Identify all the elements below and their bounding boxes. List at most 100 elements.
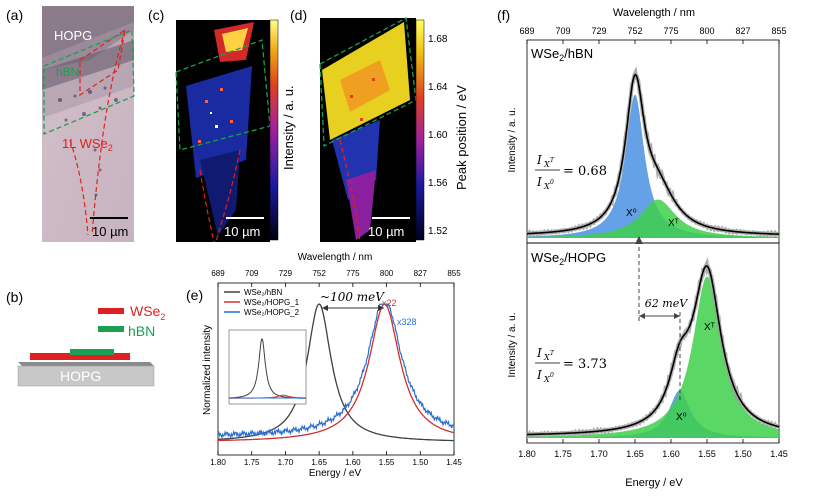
panel-label-c: (c)	[148, 7, 164, 23]
svg-text:X: X	[543, 160, 550, 169]
svg-text:I: I	[536, 175, 542, 189]
f-bottom-tick-label-6: 1.50	[734, 449, 752, 459]
f-bottom-tick-label-0: 1.80	[518, 449, 536, 459]
e-top-tick-label-1: 709	[245, 269, 259, 278]
svg-text:X: X	[543, 353, 550, 362]
d-tick-2: 1.60	[428, 130, 448, 141]
e-bottom-tick-label-2: 1.70	[278, 458, 294, 467]
svg-text:X: X	[543, 375, 550, 384]
f-top-tick-label-4: 775	[663, 26, 678, 36]
panel-d-colorbar-ticks: 1.68 1.64 1.60 1.56 1.52	[428, 34, 448, 237]
e-legend-2: WSe₂/HOPG_2	[244, 308, 300, 317]
f-bottom-title: WSe2/HOPG	[531, 250, 606, 267]
f-top-tick-label-5: 800	[699, 26, 714, 36]
e-series-2	[217, 303, 455, 440]
e-annotation: ~100 meV	[320, 290, 385, 304]
svg-text:T: T	[550, 157, 555, 164]
f-ylabel-top: Intensity / a. u.	[507, 107, 518, 172]
f-bottom-tick-label-5: 1.55	[698, 449, 716, 459]
f-top-tick-label-3: 752	[627, 26, 642, 36]
f-bottom-tick-label-2: 1.70	[590, 449, 608, 459]
f-bottom-curves	[526, 257, 781, 439]
f-top-tick-label-2: 729	[591, 26, 606, 36]
panel-label-f: (f)	[497, 7, 510, 23]
f-x0-top: X⁰	[626, 208, 637, 219]
panel-d-peak-map	[319, 16, 425, 243]
label-b-hopg: HOPG	[60, 368, 101, 384]
label-a-wse2: 1L WSe2	[62, 136, 113, 153]
f-ratio-bottom: = 3.73	[563, 357, 607, 372]
f-top-tick-label-6: 827	[735, 26, 750, 36]
svg-text:0: 0	[550, 179, 554, 186]
f-top-title: WSe2/hBN	[531, 46, 593, 63]
e-bottom-tick-label-0: 1.80	[210, 458, 226, 467]
e-curves	[217, 303, 455, 442]
e-legend: WSe₂/hBN WSe₂/HOPG_1 WSe₂/HOPG_2	[224, 288, 300, 317]
e-top-tick-label-0: 689	[211, 269, 225, 278]
f-top-tick-label-0: 689	[519, 26, 534, 36]
panel-label-e: (e)	[186, 287, 203, 303]
e-inset	[228, 329, 307, 405]
e-top-ticks: 689 709 729 752 775 800 827 855	[211, 269, 461, 287]
f-xlabel: Energy / eV	[625, 477, 683, 489]
e-bottom-tick-label-7: 1.45	[446, 458, 462, 467]
label-d-scalebar: 10 µm	[368, 224, 404, 239]
e-annotation-arrow	[322, 305, 384, 311]
f-bottom-frame	[526, 242, 780, 444]
e-top-axis-title: Wavelength / nm	[298, 252, 373, 263]
f-x0-bottom: X⁰	[676, 412, 687, 423]
f-top-comp-1	[527, 199, 779, 238]
f-top-curves	[526, 66, 781, 238]
label-c-colorbar: Intensity / a. u.	[281, 85, 296, 170]
panel-label-b: (b)	[6, 289, 23, 305]
d-tick-1: 1.64	[428, 82, 448, 93]
e-bottom-tick-label-6: 1.50	[412, 458, 428, 467]
e-bottom-tick-label-4: 1.60	[345, 458, 361, 467]
f-top-ticks: 689 709 729 752 775 800 827 855	[519, 26, 787, 44]
f-bottom-tick-label-7: 1.45	[770, 449, 788, 459]
e-top-tick-label-3: 752	[312, 269, 326, 278]
panel-b-schematic	[17, 308, 155, 387]
d-tick-4: 1.52	[428, 226, 448, 237]
e-legend-1: WSe₂/HOPG_1	[244, 298, 300, 307]
f-xt-top: Xᵀ	[668, 218, 680, 229]
f-top-fit	[527, 73, 779, 235]
e-legend-0: WSe₂/hBN	[244, 288, 282, 297]
e-bottom-tick-label-5: 1.55	[379, 458, 395, 467]
svg-text:T: T	[550, 350, 555, 357]
panel-c-intensity-map	[175, 19, 279, 243]
f-bottom-tick-label-1: 1.75	[554, 449, 572, 459]
e-xlabel: Energy / eV	[309, 468, 362, 479]
e-x22: x22	[382, 298, 397, 308]
e-top-tick-label-7: 855	[447, 269, 461, 278]
e-plot-frame	[217, 282, 455, 456]
label-d-colorbar: Peak position / eV	[454, 85, 469, 190]
e-ylabel: Normalized intensity	[202, 325, 213, 415]
f-ylabel-bottom: Intensity / a. u.	[507, 312, 518, 377]
f-shift-marker	[635, 236, 681, 400]
svg-text:I: I	[536, 153, 542, 167]
panel-label-a: (a)	[6, 7, 23, 23]
label-a-scalebar: 10 µm	[92, 224, 128, 239]
svg-text:I: I	[536, 368, 542, 382]
label-c-scalebar: 10 µm	[224, 224, 260, 239]
f-top-tick-label-1: 709	[555, 26, 570, 36]
svg-text:0: 0	[550, 372, 554, 379]
e-x328: x328	[397, 317, 417, 327]
panel-a-optical-image	[42, 6, 135, 242]
e-series-1	[218, 303, 455, 442]
f-xt-bottom: Xᵀ	[704, 322, 716, 333]
label-a-hbn: hBN	[56, 65, 79, 79]
e-top-tick-label-4: 775	[346, 269, 360, 278]
e-bottom-tick-label-3: 1.65	[311, 458, 327, 467]
f-bottom-ticks: 1.80 1.75 1.70 1.65 1.60 1.55 1.50 1.45	[518, 439, 788, 459]
f-bottom-tick-label-3: 1.65	[626, 449, 644, 459]
f-top-axis-title: Wavelength / nm	[613, 7, 695, 19]
label-b-wse2: WSe2	[130, 303, 165, 322]
f-mev: 62 meV	[645, 297, 688, 310]
svg-text:I: I	[536, 346, 542, 360]
f-bottom-tick-label-4: 1.60	[662, 449, 680, 459]
d-tick-0: 1.68	[428, 34, 448, 45]
